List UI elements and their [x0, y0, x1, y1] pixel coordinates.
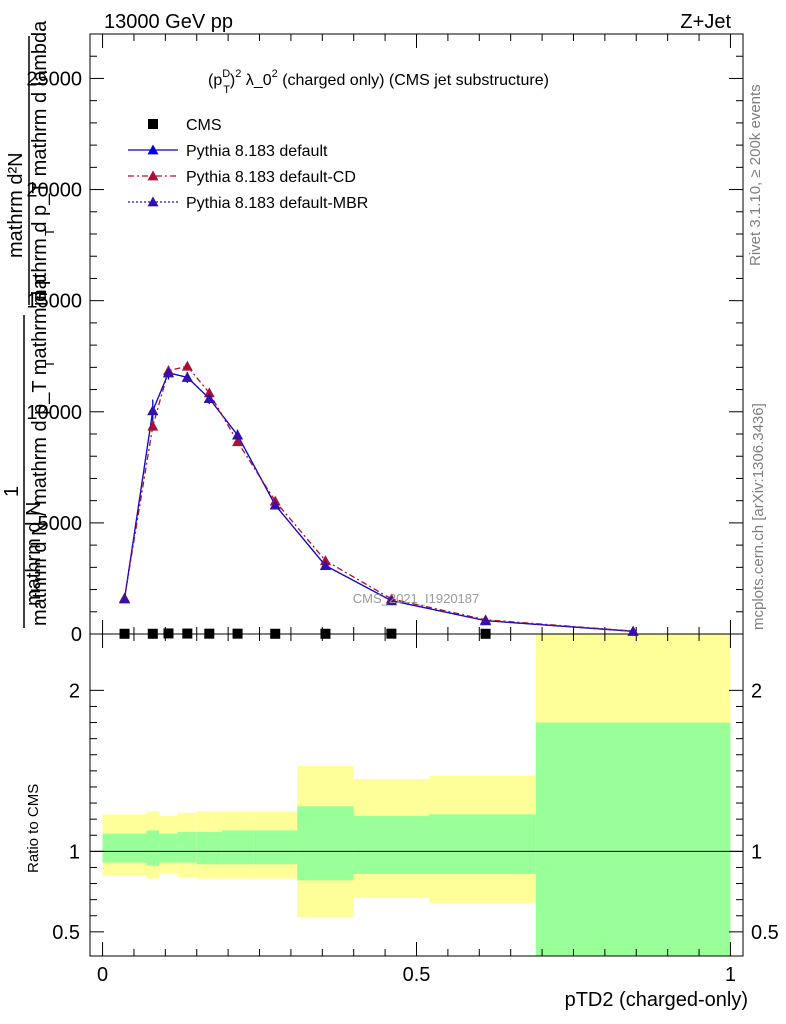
series-marker — [319, 560, 331, 570]
axes: 0 5000 10000 15000 20000 25000 0 0.5 1 0.5 0.5 1 1 2 2 — [26, 33, 779, 986]
data-curves — [119, 360, 639, 639]
x-tick-label: 1 — [725, 964, 736, 986]
series-marker — [119, 593, 131, 604]
energy-label: 13000 GeV pp — [104, 11, 233, 33]
y-tick-label: 10000 — [26, 402, 82, 424]
ratio-bands — [90, 634, 743, 956]
legend-marker — [147, 170, 159, 181]
y-tick-label: 0 — [71, 624, 82, 646]
y-tick-label: 15000 — [26, 291, 82, 313]
series-marker — [147, 405, 159, 416]
cms-data-point — [147, 628, 158, 639]
title-rest: λ_0 — [241, 72, 271, 89]
legend-label: Pythia 8.183 default — [186, 143, 328, 160]
y-tick-label: 25000 — [26, 68, 82, 90]
series-marker — [162, 367, 174, 378]
ratio-green-band — [159, 833, 178, 863]
series-marker — [203, 387, 215, 398]
ratio-green-band — [429, 814, 536, 874]
cms-data-point — [386, 628, 397, 639]
y-tick-label: 5000 — [38, 513, 83, 535]
x-axis-label: pTD2 (charged-only) — [565, 989, 748, 1011]
plot-title: (pD T)2 λ_02 (charged only) (CMS jet subs… — [208, 68, 549, 96]
watermark: CMS_2021_I1920187 — [353, 591, 480, 606]
ylabel-line2-sub: T — [42, 228, 57, 236]
x-tick-label: 0.5 — [403, 964, 431, 986]
series-marker — [627, 625, 639, 636]
cms-data-point — [270, 628, 281, 639]
title-mid: ) — [230, 72, 235, 89]
series-marker — [181, 371, 193, 382]
series-marker — [232, 429, 244, 440]
cms-data-point — [119, 628, 130, 639]
y-tick-label: 20000 — [26, 180, 82, 202]
ratio-y-tick-label: 1 — [69, 841, 80, 863]
x-tick-label: 0 — [97, 964, 108, 986]
ylabel-frac-top: 1 — [1, 486, 23, 497]
title-sub1: T — [223, 84, 230, 96]
cms-data-point — [204, 628, 215, 639]
cms-data-point — [232, 628, 243, 639]
process-label: Z+Jet — [680, 11, 731, 33]
legend-label: Pythia 8.183 default-MBR — [186, 195, 368, 212]
series-marker — [385, 595, 397, 606]
ratio-y-tick-label: 0.5 — [52, 922, 80, 944]
cms-data-point — [182, 628, 193, 639]
ylabel-line3-sub: T — [42, 360, 57, 368]
series-marker — [147, 420, 159, 431]
legend-label: Pythia 8.183 default-CD — [186, 169, 356, 186]
legend-marker — [147, 196, 159, 207]
legend-marker-cms — [148, 119, 158, 129]
legend-label: CMS — [186, 117, 222, 134]
ratio-green-band — [196, 832, 222, 865]
rivet-label: Rivet 3.1.10, ≥ 200k events — [747, 84, 764, 266]
ylabel-line2: mathrm d p_T mathrm d lambda — [29, 20, 51, 306]
ratio-y-tick-label-right: 0.5 — [751, 922, 779, 944]
ratio-green-band — [253, 830, 298, 865]
series-marker — [480, 615, 492, 626]
series-line — [123, 365, 634, 632]
y-axis-label: mathrm d²N mathrm d p_T mathrm d lambda … — [1, 20, 57, 628]
cms-data-point — [480, 628, 491, 639]
ratio-green-band — [177, 832, 197, 863]
ratio-y-tick-label: 2 — [69, 680, 80, 702]
ratio-green-band — [353, 815, 430, 874]
ratio-y-tick-label-right: 1 — [751, 841, 762, 863]
ratio-green-band — [297, 806, 354, 881]
ratio-y-tick-label-right: 2 — [751, 680, 762, 702]
ylabel-line4: mathrm d N — [23, 502, 45, 606]
series-marker — [181, 360, 193, 371]
title-tail: (charged only) (CMS jet substructure) — [278, 72, 549, 89]
title-sup3: 2 — [272, 68, 278, 80]
ratio-green-band — [102, 833, 147, 863]
series-marker — [232, 436, 244, 447]
ratio-y-label: Ratio to CMS — [25, 784, 42, 873]
title-sup1: D — [222, 68, 230, 80]
ratio-green-band — [221, 830, 254, 865]
title-prefix: (p — [208, 72, 222, 89]
ylabel-line1: mathrm d²N — [5, 152, 27, 258]
ratio-green-band — [535, 722, 731, 956]
series-line — [123, 372, 634, 632]
title-sup2: 2 — [235, 68, 241, 80]
cms-data-point — [163, 628, 174, 639]
ratio-green-band — [146, 830, 160, 866]
ylabel-line3: mathrm d N / mathrm d p_T mathrm d p — [29, 274, 51, 626]
series-marker — [203, 392, 215, 403]
series-marker — [269, 499, 281, 510]
legend-marker — [147, 144, 159, 155]
mcplots-label: mcplots.cern.ch [arXiv:1306.3436] — [750, 403, 767, 630]
legend: CMS Pythia 8.183 default Pythia 8.183 defa… — [128, 117, 368, 212]
cms-data-point — [320, 628, 331, 639]
